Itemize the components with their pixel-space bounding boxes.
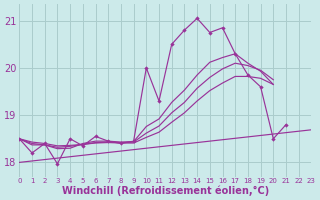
- X-axis label: Windchill (Refroidissement éolien,°C): Windchill (Refroidissement éolien,°C): [62, 185, 269, 196]
